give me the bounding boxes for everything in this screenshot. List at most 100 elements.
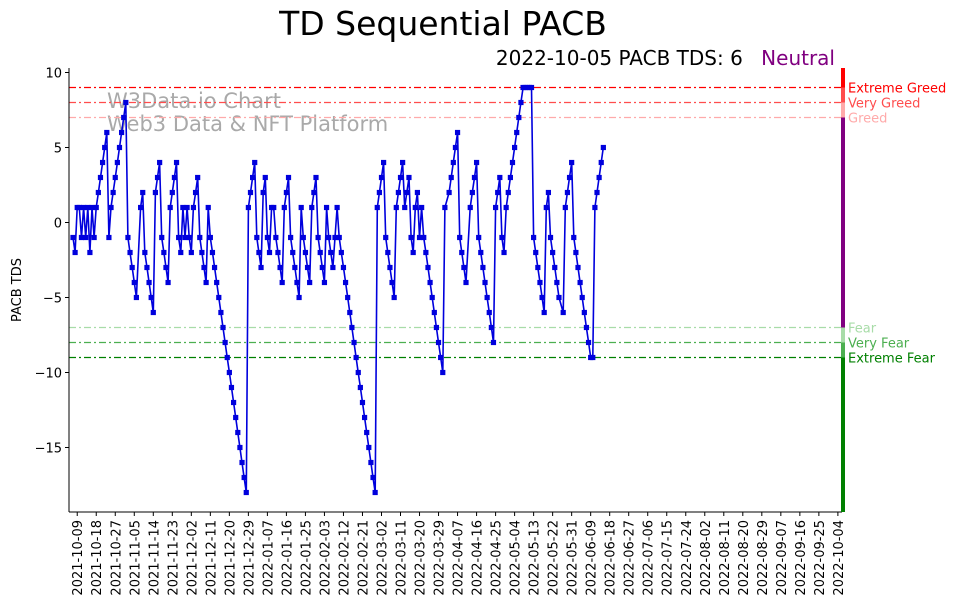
tds-point-25 <box>123 99 129 106</box>
tds-point-235 <box>575 264 581 271</box>
tds-point-199 <box>497 174 503 181</box>
tds-point-128 <box>342 279 349 286</box>
tds-point-232 <box>569 159 575 166</box>
tds-point-184 <box>463 279 469 286</box>
y-tick-label-2: 0 <box>54 217 62 232</box>
tds-point-82 <box>245 204 251 211</box>
tds-point-78 <box>237 444 243 451</box>
tds-point-115 <box>315 234 321 241</box>
tds-point-67 <box>214 279 220 286</box>
tds-point-138 <box>364 429 370 436</box>
tds-point-207 <box>514 129 520 136</box>
tds-point-39 <box>154 174 161 181</box>
chart-subtitle: 2022-10-05 PACB TDS: 6 Neutral <box>496 46 835 70</box>
x-tick-label-36: 2022-08-29 <box>756 520 771 596</box>
tds-point-101 <box>285 174 292 181</box>
tds-point-201 <box>501 249 507 256</box>
x-tick-label-10: 2022-01-07 <box>261 520 276 596</box>
x-tick-label-11: 2022-01-16 <box>280 520 295 596</box>
tds-point-175 <box>442 204 448 211</box>
y-tick-label-4: −10 <box>35 367 62 382</box>
tds-point-59 <box>197 234 203 241</box>
tds-point-147 <box>383 234 389 241</box>
x-tick-label-18: 2022-03-20 <box>414 520 429 596</box>
tds-point-189 <box>476 234 482 241</box>
tds-point-11 <box>93 204 99 211</box>
tds-point-159 <box>408 234 414 241</box>
tds-point-153 <box>395 189 401 196</box>
sentiment-segment-2 <box>841 102 845 118</box>
tds-point-79 <box>239 459 245 466</box>
sentiment-segment-4 <box>841 327 845 343</box>
tds-point-105 <box>294 279 300 286</box>
tds-point-12 <box>95 189 101 196</box>
sentiment-segment-1 <box>841 87 845 103</box>
tds-point-73 <box>226 369 232 376</box>
tds-point-176 <box>446 189 452 196</box>
x-tick-label-6: 2021-12-02 <box>185 520 200 596</box>
tds-point-237 <box>579 294 585 301</box>
tds-point-155 <box>400 159 406 166</box>
tds-point-30 <box>133 294 139 301</box>
tds-point-85 <box>252 159 258 166</box>
tds-point-132 <box>351 339 357 346</box>
tds-point-157 <box>404 189 410 196</box>
tds-point-15 <box>102 144 108 151</box>
tds-point-182 <box>459 249 465 256</box>
level-label-0: Extreme Greed <box>848 82 946 97</box>
tds-point-74 <box>228 384 235 391</box>
tds-point-114 <box>313 174 319 181</box>
tds-point-187 <box>471 174 478 181</box>
tds-point-231 <box>566 174 573 181</box>
tds-point-131 <box>349 324 355 331</box>
tds-point-76 <box>233 414 239 421</box>
tds-point-133 <box>353 354 359 361</box>
tds-point-16 <box>104 129 110 136</box>
x-tick-label-39: 2022-09-25 <box>813 520 828 596</box>
tds-point-46 <box>169 189 175 196</box>
tds-point-6 <box>83 234 89 241</box>
tds-point-233 <box>571 234 577 241</box>
tds-point-100 <box>283 189 290 196</box>
tds-line <box>72 86 605 493</box>
tds-point-144 <box>376 189 382 196</box>
tds-point-150 <box>389 279 395 286</box>
tds-point-113 <box>311 189 317 196</box>
tds-point-125 <box>336 234 342 241</box>
tds-point-83 <box>247 189 254 196</box>
x-tick-label-23: 2022-05-04 <box>509 520 524 596</box>
tds-point-146 <box>381 159 387 166</box>
level-label-3: Fear <box>848 322 877 337</box>
subtitle-value: 6 <box>730 46 743 70</box>
tds-point-52 <box>182 234 188 241</box>
watermark-line2: Web3 Data & NFT Platform <box>107 112 388 136</box>
tds-point-216 <box>533 249 539 256</box>
y-tick-label-5: −15 <box>35 442 62 457</box>
tds-point-166 <box>423 249 429 256</box>
tds-point-77 <box>235 429 241 436</box>
tds-point-27 <box>127 249 133 256</box>
tds-point-196 <box>490 339 497 346</box>
tds-point-86 <box>254 234 260 241</box>
tds-point-57 <box>192 189 199 196</box>
sentiment-segment-0 <box>841 68 845 88</box>
tds-point-135 <box>357 384 363 391</box>
tds-point-142 <box>372 489 378 496</box>
subtitle-label: TDS: <box>676 46 724 70</box>
tds-point-98 <box>279 279 285 286</box>
tds-point-17 <box>106 234 112 241</box>
tds-point-37 <box>150 309 156 316</box>
tds-point-220 <box>541 309 547 316</box>
tds-point-103 <box>290 249 296 256</box>
tds-point-148 <box>385 249 391 256</box>
tds-point-13 <box>97 174 104 181</box>
tds-point-243 <box>592 204 598 211</box>
tds-point-222 <box>545 189 552 196</box>
tds-point-191 <box>480 264 486 271</box>
x-tick-label-32: 2022-07-24 <box>680 520 695 596</box>
x-tick-label-13: 2022-02-03 <box>318 520 333 596</box>
x-tick-label-27: 2022-06-09 <box>585 520 600 596</box>
level-label-5: Extreme Fear <box>848 352 936 367</box>
tds-point-197 <box>492 204 499 211</box>
